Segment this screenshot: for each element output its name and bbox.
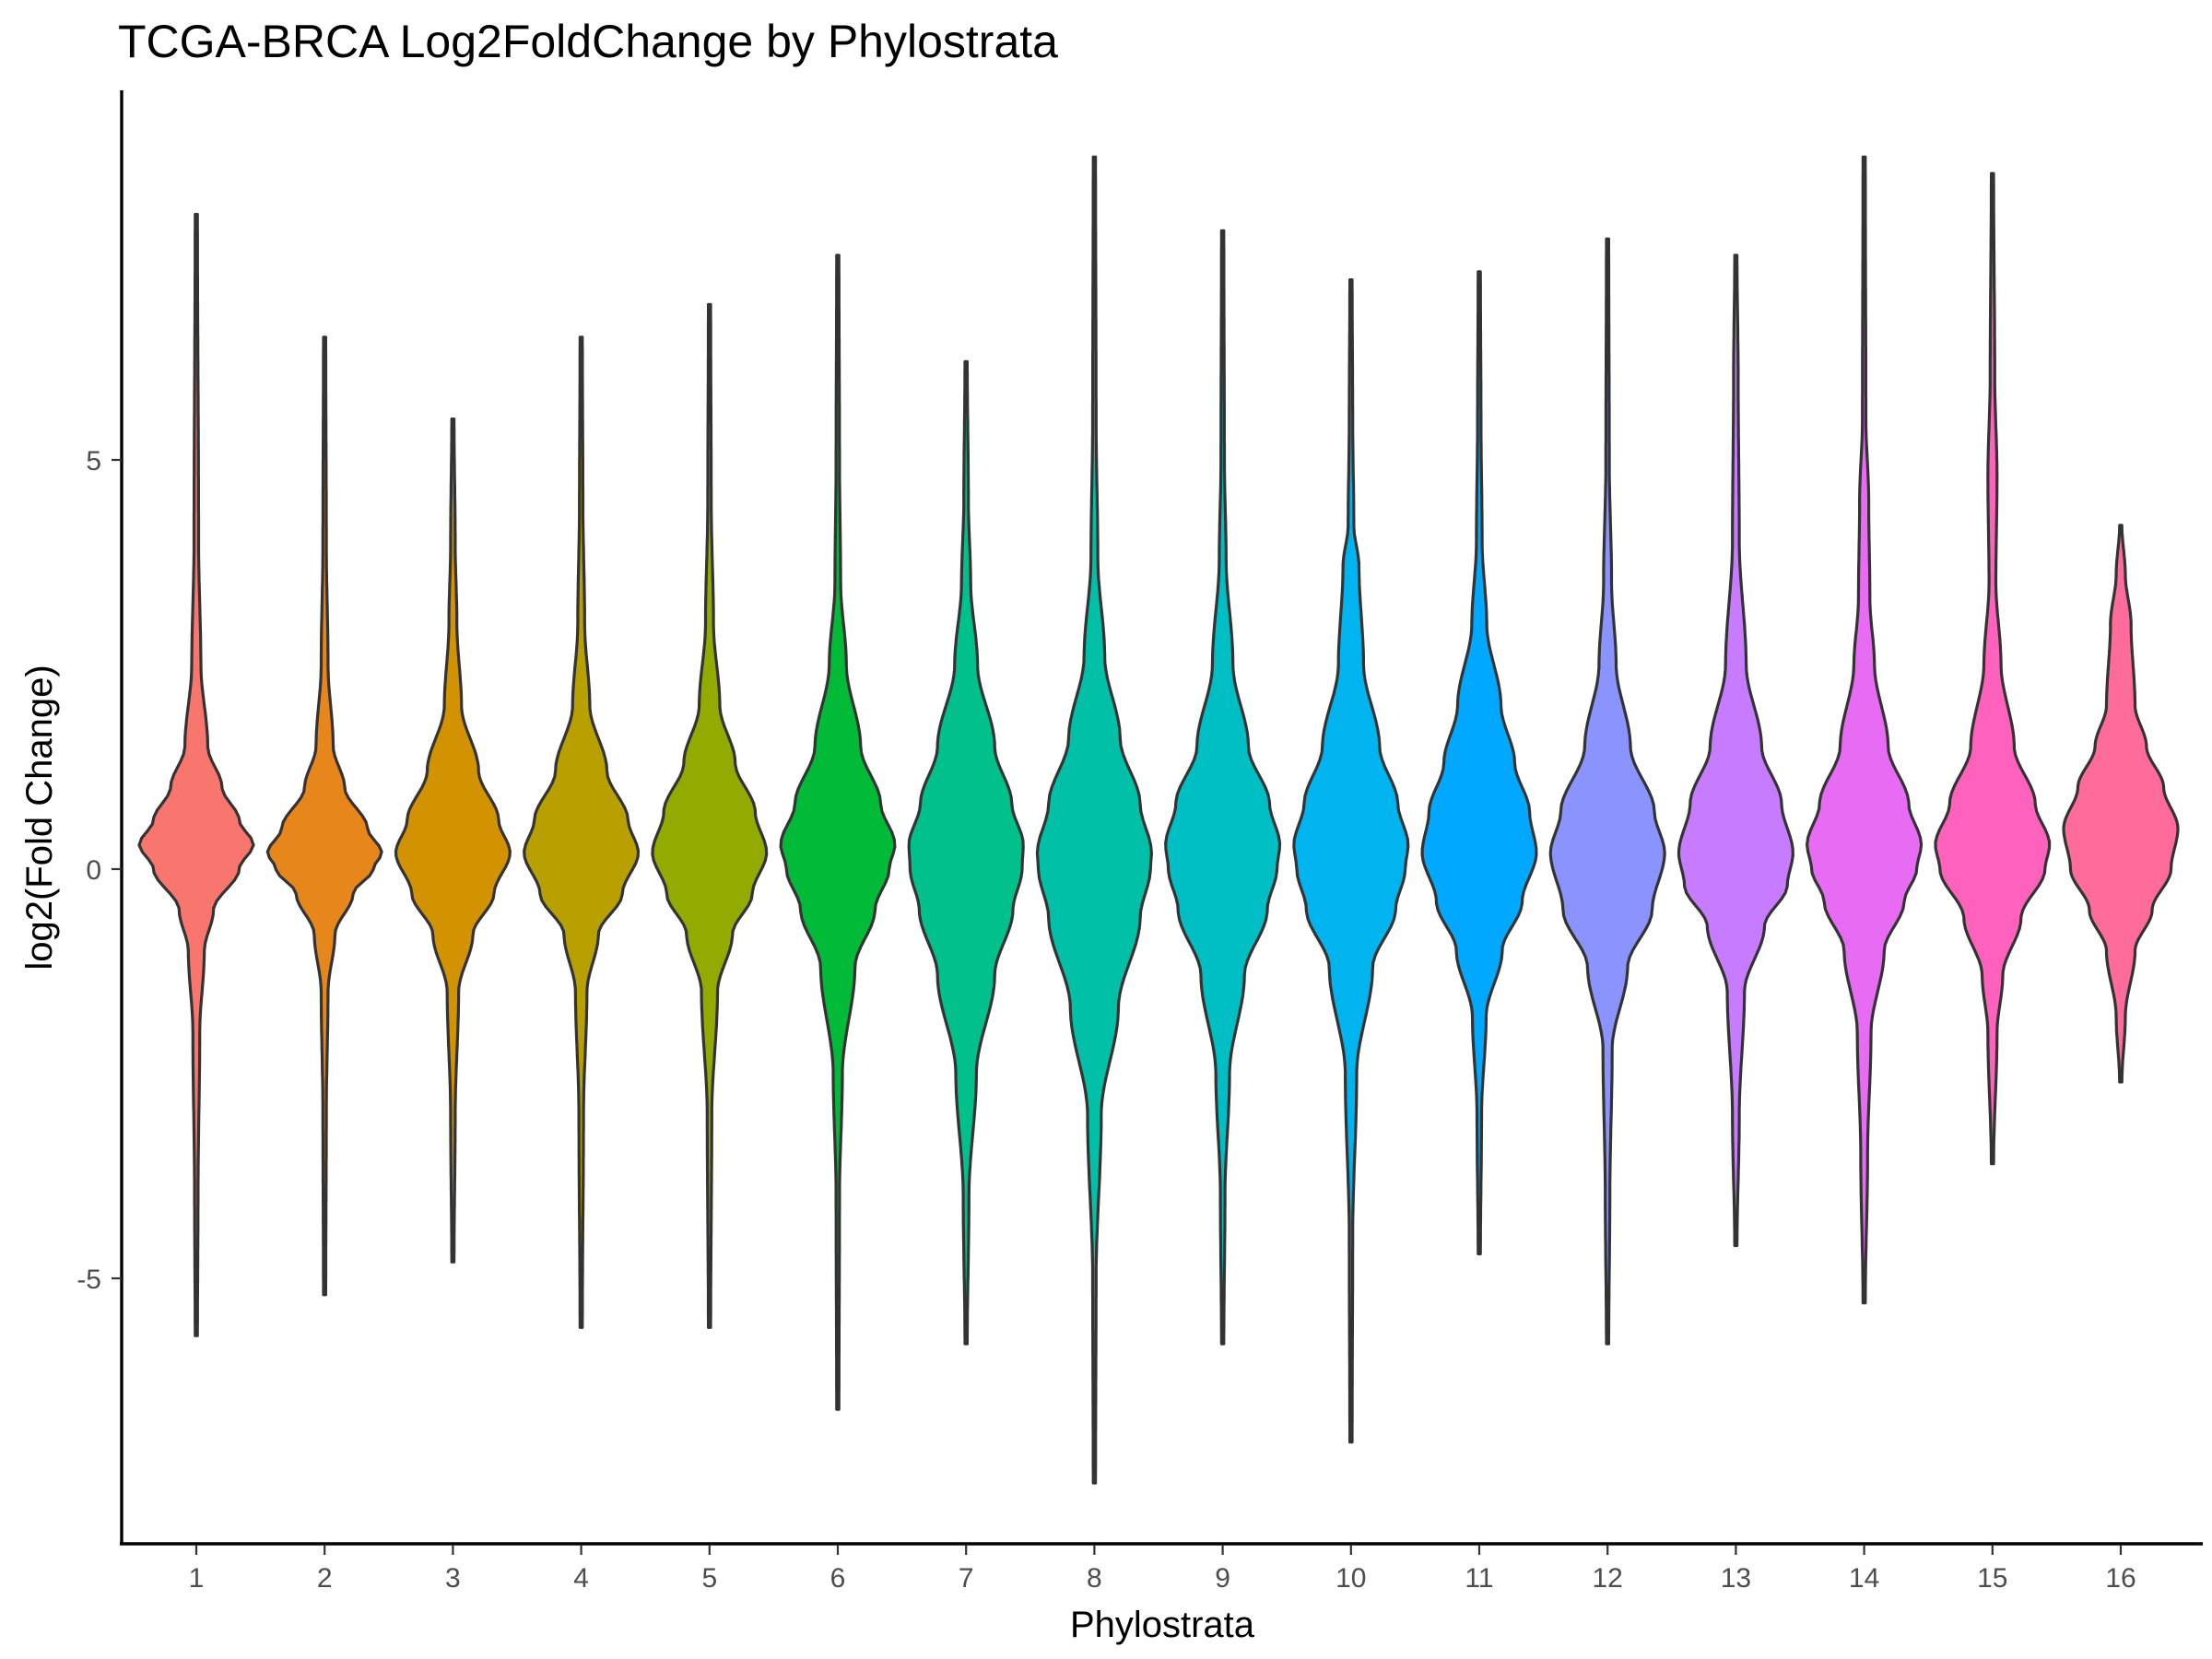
violins: [137, 155, 2180, 1485]
violin-phylostrata-7: [907, 359, 1025, 1346]
x-tick-label: 3: [445, 1563, 461, 1594]
x-axis-ticks: 1 2 3 4 5 6 7 8 9 10 11 12 13 14 15 16: [189, 1545, 2136, 1594]
y-tick-label: 5: [86, 446, 101, 477]
chart-title: TCGA-BRCA Log2FoldChange by Phylostrata: [118, 16, 1058, 67]
violin-phylostrata-16: [2062, 524, 2180, 1084]
violin-phylostrata-10: [1292, 278, 1410, 1444]
y-tick-label: 0: [86, 855, 101, 886]
x-tick-label: 9: [1215, 1563, 1230, 1594]
violin-phylostrata-1: [137, 213, 255, 1337]
x-tick-label: 13: [1721, 1563, 1751, 1594]
x-tick-label: 6: [830, 1563, 846, 1594]
violin-phylostrata-15: [1934, 171, 2052, 1166]
x-tick-label: 10: [1335, 1563, 1366, 1594]
x-tick-label: 15: [1977, 1563, 2007, 1594]
violin-phylostrata-3: [394, 418, 512, 1264]
violin-phylostrata-13: [1677, 253, 1794, 1248]
x-tick-label: 1: [189, 1563, 205, 1594]
x-tick-label: 5: [701, 1563, 717, 1594]
violin-phylostrata-6: [779, 253, 897, 1411]
x-tick-label: 12: [1593, 1563, 1623, 1594]
y-axis-title: log2(Fold Change): [19, 665, 60, 970]
violin-phylostrata-2: [265, 335, 383, 1297]
y-tick-label: -5: [76, 1265, 101, 1295]
violin-phylostrata-12: [1548, 237, 1666, 1346]
x-tick-label: 4: [573, 1563, 589, 1594]
x-tick-label: 2: [317, 1563, 333, 1594]
x-tick-label: 16: [2105, 1563, 2136, 1594]
violin-phylostrata-9: [1164, 229, 1282, 1346]
y-axis-ticks: -5 0 5: [76, 446, 122, 1295]
x-tick-label: 14: [1849, 1563, 1879, 1594]
violin-phylostrata-14: [1806, 155, 1924, 1305]
violin-phylostrata-11: [1420, 270, 1538, 1255]
x-tick-label: 11: [1465, 1563, 1493, 1594]
violin-phylostrata-8: [1035, 155, 1153, 1485]
x-tick-label: 8: [1087, 1563, 1102, 1594]
violin-phylostrata-4: [523, 335, 641, 1329]
x-tick-label: 7: [959, 1563, 974, 1594]
violin-phylostrata-5: [651, 302, 769, 1329]
x-axis-title: Phylostrata: [1070, 1605, 1255, 1645]
